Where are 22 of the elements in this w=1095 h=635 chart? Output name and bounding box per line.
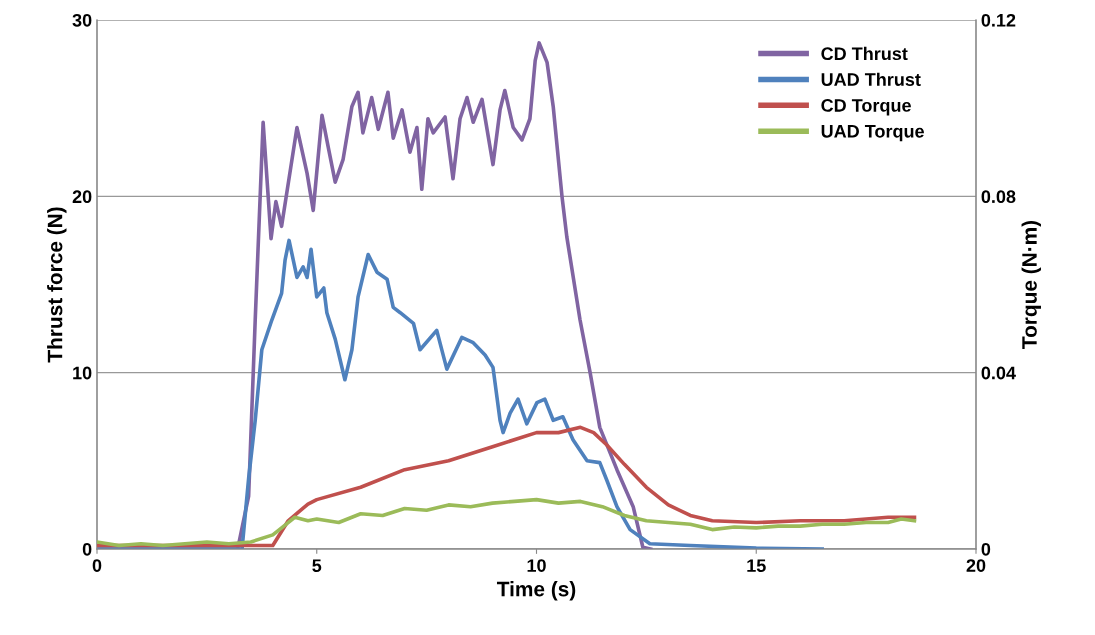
legend-label: CD Thrust bbox=[821, 46, 908, 61]
y-tick-label: 0 bbox=[82, 542, 92, 556]
y2-tick-label: 0.04 bbox=[981, 366, 1016, 380]
y-axis-title: Thrust force (N) bbox=[47, 207, 67, 363]
line-series bbox=[97, 238, 824, 549]
x-tick-label: 0 bbox=[92, 559, 102, 572]
y-tick-label: 20 bbox=[72, 190, 92, 204]
x-tick-label: 10 bbox=[527, 559, 546, 572]
y-tick-label: 30 bbox=[72, 13, 92, 27]
legend-label: UAD Thrust bbox=[821, 72, 921, 86]
y-tick-label: 10 bbox=[73, 366, 92, 380]
y2-tick-label: 0.12 bbox=[981, 13, 1016, 27]
x-tick-label: 5 bbox=[312, 559, 322, 572]
y2-tick-label: 0.08 bbox=[981, 190, 1016, 204]
y2-tick-label: 0 bbox=[981, 542, 991, 556]
legend-label: CD Torque bbox=[821, 99, 911, 116]
x-tick-label: 15 bbox=[747, 559, 766, 572]
x-tick-label: 20 bbox=[966, 559, 986, 572]
line-series bbox=[97, 497, 917, 548]
y2-axis-title: Torque (N·m) bbox=[1021, 220, 1041, 349]
legend-label: UAD Torque bbox=[821, 125, 924, 142]
x-axis-title: Time (s) bbox=[496, 581, 576, 601]
